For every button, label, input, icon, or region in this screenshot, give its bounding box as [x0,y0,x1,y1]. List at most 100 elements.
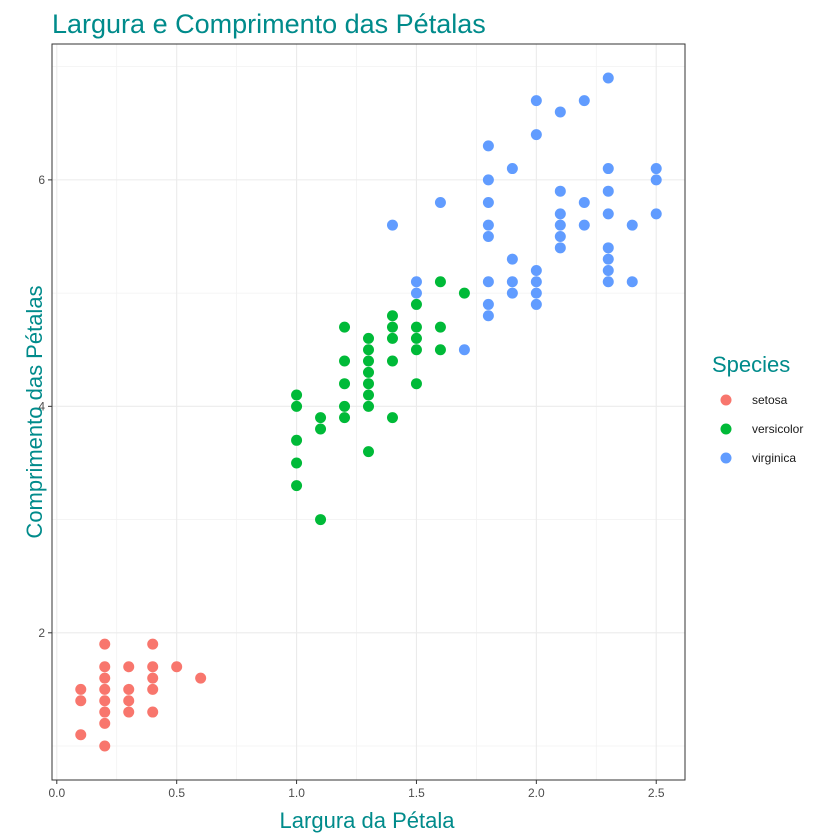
data-point-versicolor [363,446,374,458]
panel-border [51,43,686,781]
data-point-setosa [147,661,159,673]
data-point-virginica [482,174,494,186]
data-point-versicolor [434,344,446,356]
y-axis-title: Comprimento das Pétalas [22,285,47,538]
data-point-virginica [554,242,566,254]
data-point-versicolor [363,355,374,367]
data-point-versicolor [291,434,303,446]
data-point-virginica [482,298,494,310]
data-point-virginica [482,230,494,242]
data-point-setosa [123,661,135,673]
legend: Species setosa versicolor virginica [712,352,803,465]
data-point-setosa [123,695,135,707]
data-point-versicolor [291,400,303,412]
grid-layer [52,44,685,780]
data-point-setosa [123,706,135,718]
data-point-virginica [650,208,662,220]
x-tick-label: 1.5 [408,786,425,800]
data-point-versicolor [315,412,327,424]
data-point-setosa [195,672,207,684]
data-point-virginica [626,276,638,288]
x-tick-label: 0.5 [168,786,185,800]
data-point-setosa [75,695,87,707]
data-point-virginica [506,276,518,288]
data-point-setosa [99,683,111,695]
data-point-virginica [506,253,518,265]
data-points [75,72,662,752]
legend-title: Species [712,352,790,377]
data-point-versicolor [410,378,422,390]
data-point-virginica [578,95,590,107]
data-point-virginica [650,163,662,175]
data-point-virginica [578,197,590,209]
data-point-virginica [530,287,542,299]
data-point-setosa [99,706,111,718]
data-point-setosa [99,717,111,729]
data-point-versicolor [363,332,374,344]
data-point-versicolor [363,389,374,401]
data-point-virginica [506,163,518,175]
legend-label-versicolor: versicolor [752,422,803,436]
legend-key-virginica [720,452,732,464]
data-point-versicolor [410,321,422,333]
data-point-virginica [410,276,422,288]
data-point-virginica [554,219,566,231]
data-point-setosa [123,683,135,695]
data-point-virginica [554,106,566,118]
data-point-versicolor [410,332,422,344]
data-point-virginica [602,264,614,276]
data-point-virginica [530,276,542,288]
data-point-virginica [482,197,494,209]
data-point-virginica [602,253,614,265]
data-point-versicolor [434,321,446,333]
data-point-setosa [147,706,159,718]
legend-items: setosa versicolor virginica [720,393,803,465]
y-tick-label: 4 [38,399,45,413]
data-point-virginica [506,287,518,299]
data-point-versicolor [339,412,351,424]
data-point-versicolor [291,480,303,492]
data-point-virginica [602,185,614,197]
data-point-versicolor [291,389,303,401]
data-point-versicolor [386,310,398,322]
data-point-virginica [482,140,494,152]
data-point-virginica [602,72,614,84]
data-point-virginica [386,219,398,231]
x-tick-label: 2.5 [648,786,665,800]
data-point-virginica [482,276,494,288]
data-point-virginica [602,163,614,175]
data-point-versicolor [315,514,327,526]
data-point-virginica [482,219,494,231]
data-point-virginica [602,276,614,288]
data-point-setosa [99,695,111,707]
data-point-versicolor [315,423,327,435]
data-point-versicolor [363,366,374,378]
data-point-setosa [99,638,111,650]
data-point-setosa [147,683,159,695]
data-point-virginica [554,185,566,197]
y-tick-label: 6 [38,173,45,187]
data-point-virginica [602,242,614,254]
data-point-setosa [99,740,111,752]
data-point-virginica [626,219,638,231]
data-point-virginica [578,219,590,231]
data-point-versicolor [386,321,398,333]
x-tick-label: 1.0 [288,786,305,800]
data-point-versicolor [410,298,422,310]
data-point-virginica [530,129,542,141]
data-point-virginica [530,95,542,107]
axis-ticks: 0.0 0.5 1.0 1.5 2.0 2.5 2 4 6 [38,173,665,800]
data-point-setosa [99,661,111,673]
data-point-setosa [99,672,111,684]
data-point-setosa [171,661,183,673]
data-point-setosa [75,729,87,741]
data-point-versicolor [339,355,351,367]
data-point-virginica [602,208,614,220]
data-point-versicolor [339,321,351,333]
data-point-versicolor [363,400,374,412]
data-point-versicolor [410,344,422,356]
x-tick-label: 2.0 [528,786,545,800]
data-point-virginica [482,310,494,322]
